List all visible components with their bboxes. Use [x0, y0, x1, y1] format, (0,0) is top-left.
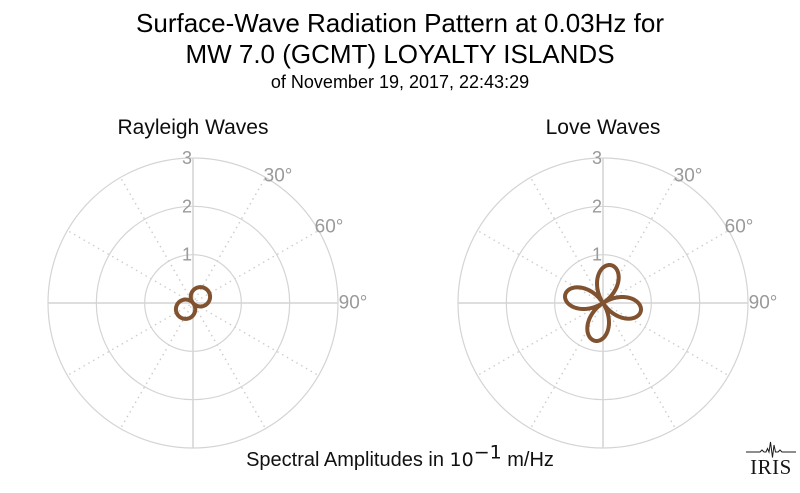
- radial-tick-label: 1: [592, 245, 602, 265]
- polar-grid-circle: [457, 157, 749, 449]
- theta-tick-label: 60°: [725, 217, 754, 238]
- theta-tick-label: 30°: [674, 166, 703, 187]
- radial-tick-label: 3: [592, 148, 602, 168]
- radiation-pattern-curve: [173, 285, 213, 321]
- love-polar-axes: 1 2 3 30° 60° 90°: [457, 148, 778, 449]
- polar-grid-circle: [554, 254, 652, 352]
- iris-logo: IRIS: [744, 441, 798, 479]
- polar-grid-circle: [95, 205, 291, 401]
- love-plot-title: Love Waves: [545, 116, 661, 139]
- caption-exponent: −1: [473, 441, 502, 464]
- caption-suffix: m/Hz: [501, 449, 554, 471]
- radial-tick-label: 1: [182, 245, 192, 265]
- radial-tick-label: 2: [592, 196, 602, 216]
- figure-title-line1: Surface-Wave Radiation Pattern at 0.03Hz…: [136, 8, 664, 38]
- theta-tick-label: 30°: [264, 166, 293, 187]
- figure-title-line2: MW 7.0 (GCMT) LOYALTY ISLANDS: [185, 39, 615, 69]
- figure-header: Surface-Wave Radiation Pattern at 0.03Hz…: [0, 8, 800, 95]
- figure-caption: Spectral Amplitudes in 10−1 m/Hz: [0, 443, 800, 472]
- caption-prefix: Spectral Amplitudes in: [246, 449, 450, 471]
- polar-plots: 1 2 3 30° 60° 90° 1 2 3 30° 60° 90°: [47, 148, 778, 449]
- polar-grid-circle: [505, 205, 701, 401]
- rayleigh-plot-title: Rayleigh Waves: [117, 116, 269, 139]
- polar-grid-circle: [47, 157, 339, 449]
- polar-grid-circle: [144, 254, 242, 352]
- radial-tick-label: 3: [182, 148, 192, 168]
- seismogram-icon: [746, 441, 796, 458]
- theta-tick-label: 90°: [749, 293, 778, 314]
- figure-subtitle: of November 19, 2017, 22:43:29: [270, 72, 530, 92]
- radiation-pattern-curve: [563, 263, 643, 343]
- rayleigh-polar-axes: 1 2 3 30° 60° 90°: [47, 148, 368, 449]
- caption-mantissa: 10: [449, 449, 474, 471]
- radial-tick-label: 2: [182, 196, 192, 216]
- theta-tick-label: 90°: [339, 293, 368, 314]
- theta-tick-label: 60°: [315, 217, 344, 238]
- iris-logo-text: IRIS: [750, 455, 792, 479]
